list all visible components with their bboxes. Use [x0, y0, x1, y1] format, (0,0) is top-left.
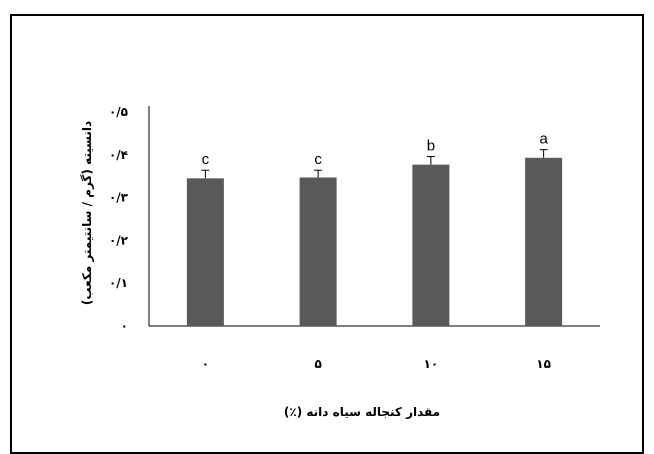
y-tick-labels: ۰ ۰/۱ ۰/۲ ۰/۳ ۰/۴ ۰/۵ — [109, 105, 129, 333]
y-axis-title: دانسیته (گرم / سانتیمتر مکعب) — [80, 121, 95, 305]
y-tick-label: ۰ — [121, 319, 128, 333]
x-tick-labels: ۰ ۵ ۱۰ ۱۵ — [202, 357, 551, 371]
y-tick-label: ۰/۵ — [109, 105, 128, 119]
bar — [525, 157, 563, 326]
y-tick-label: ۰/۴ — [109, 148, 128, 162]
axes — [148, 106, 600, 327]
bar — [299, 177, 337, 326]
y-tick-label: ۰/۲ — [109, 233, 129, 247]
y-tick-label: ۰/۱ — [109, 276, 128, 290]
x-tick-label: ۵ — [314, 357, 321, 371]
x-tick-label: ۱۰ — [424, 357, 439, 371]
x-tick-label: ۱۵ — [536, 357, 551, 371]
bar — [412, 164, 450, 326]
significance-letter: a — [539, 131, 548, 148]
x-axis-title: مقدار کنجاله سیاه دانه (٪) — [284, 405, 440, 419]
significance-letter: c — [314, 151, 322, 168]
significance-letter: b — [427, 138, 435, 155]
y-tick-label: ۰/۳ — [109, 191, 129, 205]
x-tick-label: ۰ — [202, 357, 209, 371]
significance-letter: c — [202, 151, 210, 168]
bars: c c b a — [186, 131, 563, 326]
bar-chart: c c b a ۰ ۰/۱ ۰/۲ ۰/۳ ۰/۴ ۰/۵ ۰ ۵ ۱۰ ۱۵ مقدار کنجال… — [80, 105, 600, 419]
bar — [186, 178, 224, 326]
